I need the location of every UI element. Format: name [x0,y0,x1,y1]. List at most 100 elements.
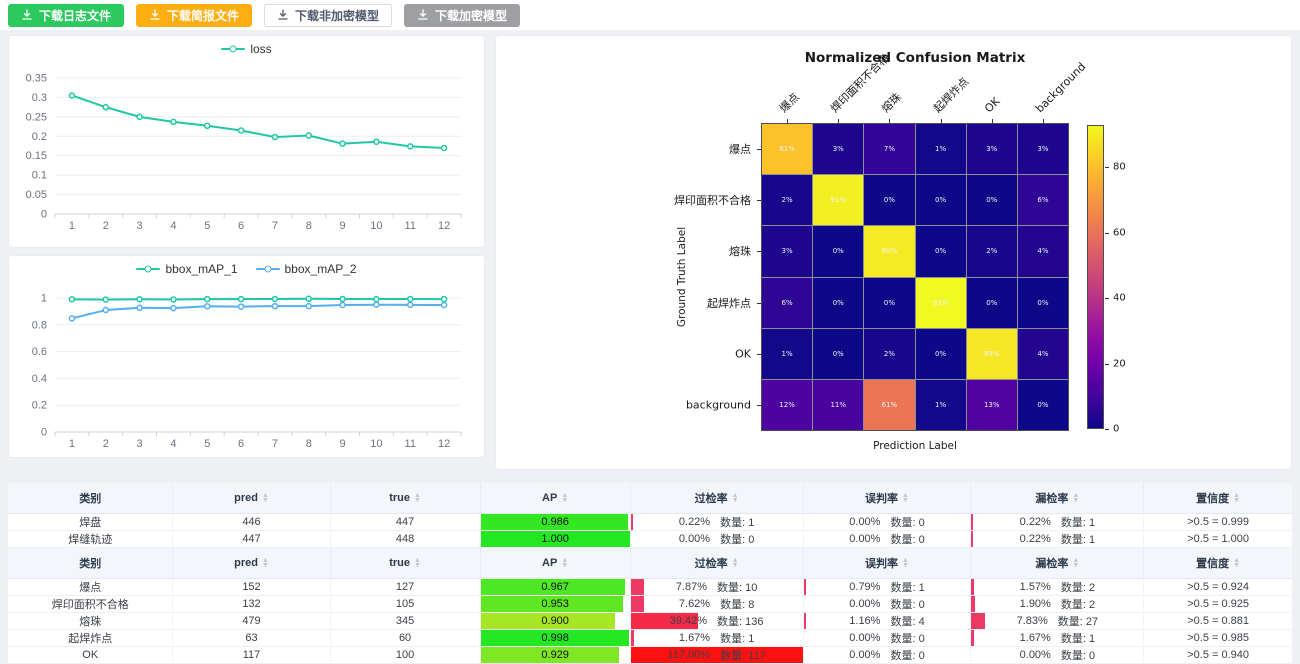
column-header-置信度[interactable]: 置信度 ▲ ▼ [1143,548,1292,579]
matrix-col-label: 起焊炸点 [930,74,972,116]
svg-text:1: 1 [69,220,75,232]
colorbar-tick-label: 80 [1113,161,1126,173]
svg-text:9: 9 [340,438,346,450]
svg-text:9: 9 [340,220,346,232]
sort-icon[interactable]: ▲ ▼ [413,556,421,569]
svg-text:2: 2 [103,220,109,232]
map-chart-legend: bbox_mAP_1 bbox_mAP_2 [9,256,484,282]
loss-chart-legend: loss [9,36,484,62]
column-header-过检率[interactable]: 过检率 ▲ ▼ [630,483,804,514]
legend-item-bbox_mAP_2[interactable]: bbox_mAP_2 [255,262,357,276]
matrix-row-label: 熔珠 [729,245,751,259]
colorbar-tick-label: 40 [1113,292,1126,304]
colorbar [1087,125,1104,429]
column-header-true[interactable]: true ▲ ▼ [330,548,481,579]
sort-icon[interactable]: ▲ ▼ [561,556,569,569]
matrix-cell: 0% [915,226,966,277]
svg-text:1: 1 [41,293,47,305]
matrix-col-label: OK [982,94,1003,116]
matrix-row-label: background [685,398,751,412]
svg-text:2: 2 [103,438,109,450]
loss-chart-card: loss 0 0.05 0.1 0.15 0.2 0.25 0.3 0.35 1 2 3 4 5 6 7 8 9… [8,35,485,248]
sort-icon[interactable]: ▲ ▼ [1233,491,1241,504]
map-chart-card: bbox_mAP_1 bbox_mAP_2 0 0.2 0.4 0.6 0.8 1 1 2 3 4 5… [8,255,485,458]
svg-text:0.1: 0.1 [32,170,47,182]
legend-item-loss[interactable]: loss [221,42,272,56]
svg-text:5: 5 [204,438,210,450]
sort-icon[interactable]: ▲ ▼ [1233,556,1241,569]
matrix-cell: 89% [966,328,1017,379]
column-header-pred[interactable]: pred ▲ ▼ [172,548,331,579]
value-bar [971,595,975,612]
svg-text:6: 6 [238,438,244,450]
matrix-cell: 6% [1017,175,1068,226]
column-header-漏检率[interactable]: 漏检率 ▲ ▼ [970,548,1145,579]
svg-text:8: 8 [306,220,312,232]
column-header-漏检率[interactable]: 漏检率 ▲ ▼ [970,483,1145,514]
legend-item-bbox_mAP_1[interactable]: bbox_mAP_1 [136,262,238,276]
loss-chart: 00.050.10.150.20.250.30.351 2 3 4 5 6 7 8 9 10 11 1… [26,73,462,232]
button-label: 下载日志文件 [39,8,112,23]
matrix-cell: 2% [966,226,1017,277]
table-row: OK 117 100 0.929 117.00% 数量: 117 0.00% 数量: 0 0.0… [8,646,1292,664]
matrix-cell: 61% [864,379,915,430]
matrix-row-label: 焊印面积不合格 [674,194,751,207]
column-header-pred[interactable]: pred ▲ ▼ [172,483,331,514]
svg-text:11: 11 [405,220,416,232]
column-header-类别: 类别 [8,548,174,579]
column-header-过检率[interactable]: 过检率 ▲ ▼ [630,548,804,579]
value-bar [480,612,615,629]
matrix-cell: 4% [1017,328,1068,379]
sort-icon[interactable]: ▲ ▼ [561,491,569,504]
matrix-col-label: 熔珠 [879,90,905,116]
download-icon [150,9,160,20]
matrix-cell: 6% [762,277,813,328]
svg-text:10: 10 [370,438,382,450]
sort-icon[interactable]: ▲ ▼ [902,556,909,569]
legend-label: loss [250,42,272,56]
matrix-cell: 0% [864,175,915,226]
download-encrypted-model-button[interactable]: 下载加密模型 [404,3,521,27]
download-plain-model-button[interactable]: 下载非加密模型 [264,3,393,27]
sort-icon[interactable]: ▲ ▼ [731,491,739,504]
column-header-置信度[interactable]: 置信度 ▲ ▼ [1143,483,1292,514]
svg-text:0.05: 0.05 [26,189,47,201]
svg-text:5: 5 [204,220,210,232]
sort-icon[interactable]: ▲ ▼ [902,491,909,504]
svg-text:0.25: 0.25 [26,111,47,123]
column-header-误判率[interactable]: 误判率 ▲ ▼ [803,548,972,579]
matrix-cell: 1% [915,379,966,430]
column-header-误判率[interactable]: 误判率 ▲ ▼ [803,483,972,514]
matrix-cell: 7% [864,124,915,175]
matrix-cell: 3% [1017,124,1068,175]
svg-text:0.8: 0.8 [32,319,47,331]
matrix-col-label: 爆点 [776,90,802,116]
sort-icon[interactable]: ▲ ▼ [261,491,269,504]
confusion-matrix-ylabel: Ground Truth Label [676,226,688,328]
download-log-button[interactable]: 下载日志文件 [8,3,125,27]
column-header-AP[interactable]: AP ▲ ▼ [480,483,631,514]
svg-text:0.3: 0.3 [32,92,47,104]
value-bar [803,612,806,629]
value-bar [480,595,623,612]
sort-icon[interactable]: ▲ ▼ [1072,556,1080,569]
matrix-cell: 11% [813,379,864,430]
value-bar [480,629,630,646]
svg-text:10: 10 [370,220,382,232]
sort-icon[interactable]: ▲ ▼ [731,556,739,569]
matrix-cell: 0% [915,175,966,226]
table-row: 焊盘 446 447 0.986 0.22% 数量: 1 0.00% 数量: 0 0.22% 数量… [8,513,1292,531]
sort-icon[interactable]: ▲ ▼ [1072,491,1080,504]
column-header-AP[interactable]: AP ▲ ▼ [480,548,631,579]
sort-icon[interactable]: ▲ ▼ [413,491,421,504]
column-header-true[interactable]: true ▲ ▼ [330,483,481,514]
download-icon [22,9,32,20]
button-label: 下载简报文件 [167,8,240,23]
download-brief-button[interactable]: 下载简报文件 [136,3,253,27]
sort-icon[interactable]: ▲ ▼ [261,556,269,569]
colorbar-tick-label: 60 [1113,227,1126,239]
matrix-cell: 0% [966,175,1017,226]
value-bar [630,612,699,629]
svg-text:0.15: 0.15 [26,150,47,162]
table-row: 起焊炸点 63 60 0.998 1.67% 数量: 1 0.00% 数量: 0 1.67% 数量… [8,629,1292,647]
